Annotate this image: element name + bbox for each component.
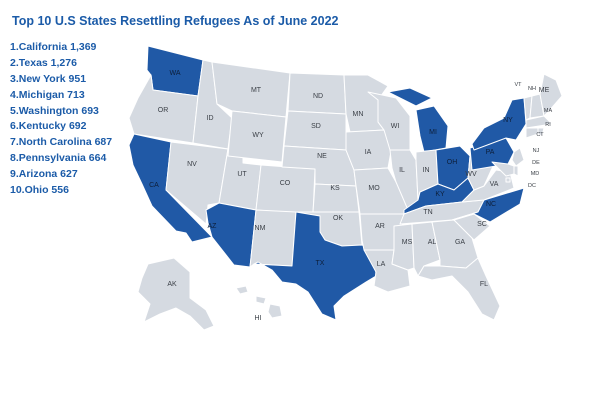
state-label-wy: WY	[252, 132, 264, 139]
state-label-dc: DC	[528, 183, 536, 189]
state-label-wi: WI	[391, 123, 400, 130]
state-label-nm: NM	[255, 225, 266, 232]
state-label-tn: TN	[423, 209, 432, 216]
state-sd	[283, 110, 347, 151]
state-label-ny: NY	[503, 117, 513, 124]
state-label-de: DE	[532, 160, 540, 166]
state-label-il: IL	[399, 167, 405, 174]
state-label-ri: RI	[545, 122, 551, 128]
ranking-item: 4.Michigan 713	[10, 88, 85, 101]
state-label-ky: KY	[435, 191, 445, 198]
state-md	[491, 161, 515, 177]
state-az	[205, 202, 257, 268]
state-nc	[451, 187, 525, 223]
ranking-item: 5.Washington 693	[10, 104, 99, 117]
state-ak	[137, 257, 215, 331]
state-label-wa: WA	[169, 70, 180, 77]
state-label-mo: MO	[368, 185, 380, 192]
state-label-co: CO	[280, 180, 291, 187]
state-label-ia: IA	[365, 149, 372, 156]
state-label-md: MD	[531, 171, 540, 177]
state-label-or: OR	[158, 107, 169, 114]
state-ma	[525, 115, 553, 129]
state-label-ma: MA	[544, 108, 553, 114]
state-label-al: AL	[428, 239, 437, 246]
state-ms	[391, 223, 415, 271]
state-label-me: ME	[539, 87, 550, 94]
state-label-la: LA	[377, 261, 386, 268]
state-label-ms: MS	[402, 239, 413, 246]
state-label-hi: HI	[255, 315, 262, 322]
state-label-tx: TX	[316, 260, 325, 267]
state-label-nd: ND	[313, 93, 323, 100]
state-label-nc: NC	[486, 201, 496, 208]
state-de	[513, 165, 519, 177]
state-hi	[235, 285, 283, 319]
ranking-list: 1.California 1,369 2.Texas 1,276 3.New Yor…	[10, 40, 112, 199]
state-ct	[525, 127, 539, 139]
state-label-mn: MN	[353, 111, 364, 118]
ranking-item: 9.Arizona 627	[10, 168, 78, 181]
state-id	[192, 59, 233, 150]
state-label-sd: SD	[311, 123, 321, 130]
state-label-fl: FL	[480, 281, 488, 288]
state-nj	[511, 147, 525, 167]
ranking-item: 10.Ohio 556	[10, 184, 69, 197]
state-label-oh: OH	[447, 159, 458, 166]
state-label-ct: CT	[536, 132, 544, 138]
state-or	[128, 74, 199, 144]
ranking-item: 6.Kentucky 692	[10, 120, 87, 133]
state-label-vt: VT	[514, 82, 522, 88]
ranking-item: 8.Pennsylvania 664	[10, 152, 107, 165]
state-label-az: AZ	[208, 223, 218, 230]
state-fl	[417, 257, 501, 321]
state-label-id: ID	[207, 115, 214, 122]
state-label-mt: MT	[251, 87, 262, 94]
state-label-ak: AK	[167, 281, 177, 288]
state-nm	[249, 209, 297, 268]
state-label-ut: UT	[237, 171, 247, 178]
state-label-ks: KS	[330, 185, 340, 192]
state-dc	[505, 177, 511, 183]
state-label-in: IN	[423, 167, 430, 174]
state-label-nj: NJ	[533, 148, 540, 154]
state-label-ga: GA	[455, 239, 465, 246]
state-label-sc: SC	[477, 221, 487, 228]
state-co	[255, 164, 316, 215]
state-label-va: VA	[490, 181, 499, 188]
state-label-ok: OK	[333, 215, 343, 222]
ranking-item: 3.New York 951	[10, 72, 87, 85]
state-label-nv: NV	[187, 161, 197, 168]
state-tx	[253, 211, 377, 321]
ranking-item: 1.California 1,369	[10, 41, 97, 53]
ranking-item: 7.North Carolina 687	[10, 136, 113, 149]
map-title: Top 10 U.S States Resettling Refugees As…	[12, 14, 339, 28]
state-label-ar: AR	[375, 223, 385, 230]
state-label-ne: NE	[317, 153, 327, 160]
state-label-ca: CA	[149, 182, 159, 189]
state-label-nh: NH	[528, 86, 536, 92]
state-label-wv: WV	[465, 171, 477, 178]
state-label-mi: MI	[429, 129, 437, 136]
state-label-pa: PA	[486, 149, 495, 156]
ranking-item: 2.Texas 1,276	[10, 56, 77, 69]
